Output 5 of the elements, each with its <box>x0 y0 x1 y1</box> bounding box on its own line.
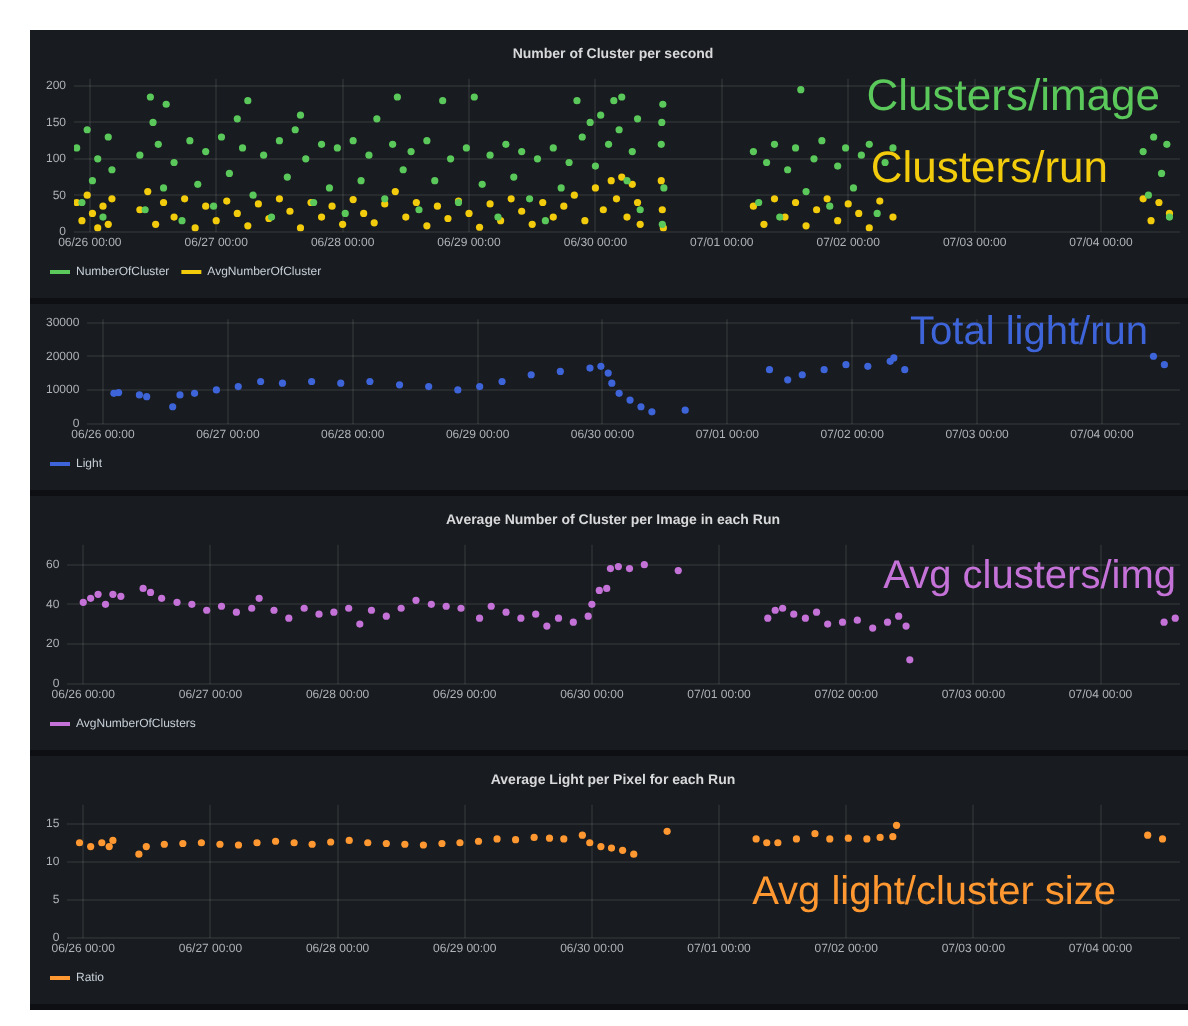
annotation: Clusters/image <box>866 70 1160 120</box>
annotation: Avg light/cluster size <box>752 870 1116 914</box>
annotation: Clusters/run <box>870 142 1108 192</box>
annotation: Total light/run <box>910 310 1148 354</box>
annotation: Avg clusters/img <box>883 554 1176 598</box>
